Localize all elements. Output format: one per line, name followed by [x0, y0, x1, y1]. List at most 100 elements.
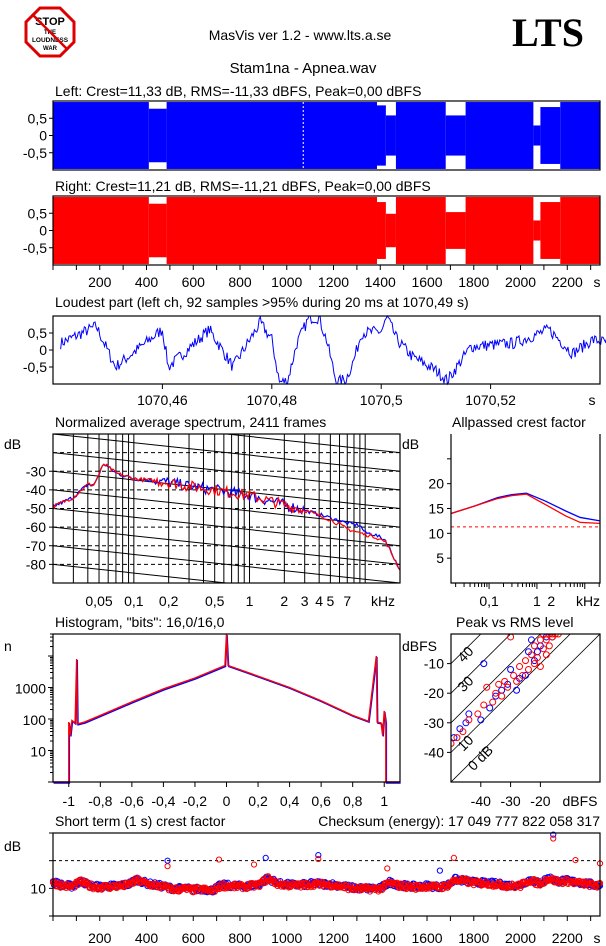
right-point	[536, 636, 544, 644]
crest-line	[451, 634, 600, 782]
y-tick-label: 0	[39, 128, 47, 144]
right-crest-point	[259, 879, 266, 886]
right-crest-point	[310, 883, 317, 890]
x-tick-label: 7	[343, 593, 351, 609]
brand-logo: LTS	[512, 10, 584, 55]
x-tick-label: 1800	[458, 274, 489, 290]
x-tick-label: 2000	[505, 274, 536, 290]
waveform-segment	[445, 212, 466, 249]
right-point	[507, 634, 515, 641]
right-point	[465, 716, 473, 724]
left-crest-point	[262, 854, 269, 862]
x-tick-label: 0,8	[343, 793, 363, 809]
x-tick-label: 0,1	[124, 593, 144, 609]
waveform-segment	[560, 197, 600, 264]
waveform-segment	[540, 107, 561, 164]
crest-line	[451, 634, 512, 694]
crest-line	[451, 634, 541, 724]
y-tick-label: -60	[26, 519, 46, 535]
x-tick-label: 1200	[318, 274, 349, 290]
right-crest-point	[114, 884, 121, 891]
left-crest-point	[436, 867, 443, 874]
crest-line	[451, 634, 482, 664]
waveform-segment	[445, 115, 466, 156]
right-point	[536, 663, 544, 671]
x-tick-label: 3	[301, 593, 309, 609]
slope-line	[53, 360, 400, 397]
x-tick-label: 1	[246, 593, 254, 609]
slope-line	[53, 452, 400, 491]
x-tick-label: 800	[228, 274, 252, 290]
waveform-segment	[533, 125, 541, 146]
waveform-segment	[148, 108, 167, 163]
left-channel-stats: Left: Crest=11,33 dB, RMS=-11,33 dBFS, P…	[55, 83, 421, 99]
x-tick-label: 0,2	[159, 593, 179, 609]
right-crest-point	[253, 883, 260, 890]
right-point	[530, 660, 538, 668]
right-point	[530, 642, 538, 650]
allpass-title: Allpassed crest factor	[452, 414, 586, 430]
right-point	[545, 642, 553, 650]
right-crest-point	[534, 882, 541, 889]
right-point	[516, 663, 524, 671]
y-unit-label: dB	[4, 436, 21, 452]
x-tick-label: 2000	[505, 930, 536, 946]
waveform-segment	[540, 202, 561, 259]
y-tick-label: -50	[26, 501, 46, 517]
left-point	[480, 660, 488, 668]
waveform-segment	[376, 105, 386, 166]
x-tick-label: 1000	[271, 930, 302, 946]
right-crest-point	[409, 885, 417, 892]
y-tick-label: -10	[424, 656, 444, 672]
checksum: Checksum (energy): 17 049 777 822 058 31…	[318, 813, 600, 829]
y-tick-label: 0,5	[28, 205, 48, 221]
histogram-title: Histogram, "bits": 16,0/16,0	[55, 614, 225, 630]
left-spectrum-line	[53, 463, 400, 571]
x-tick-label: 1000	[271, 274, 302, 290]
spectrum-plot: dB -30 -40 -50 -60 -70 -80 0,05 0,1 0,2 0,5 1 2 3 4 5 7 k…	[4, 360, 401, 609]
x-tick-label: 0,5	[205, 593, 225, 609]
short-term-crest-plot: dB 10 200 400 600 800 1000 1200 1400 1600 1800 2000…	[4, 831, 604, 946]
y-tick-label: -80	[26, 556, 46, 572]
x-tick-label: 1400	[365, 930, 396, 946]
x-tick-label: 1070,46	[137, 392, 188, 408]
right-point	[495, 680, 503, 688]
right-point	[524, 666, 532, 674]
left-waveform-plot: 0,5 0-0,5	[23, 100, 601, 171]
right-point	[459, 728, 467, 736]
right-allpass-line	[450, 493, 601, 525]
x-tick-label: 4	[315, 593, 323, 609]
stop-loudness-war-logo: STOP THE LOUDNESS WAR	[24, 6, 76, 58]
y-tick-label: -0,5	[23, 145, 47, 161]
right-point	[548, 634, 556, 638]
y-tick-label: -0,5	[23, 359, 47, 375]
right-crest-point	[550, 835, 557, 842]
right-crest-point	[572, 857, 579, 864]
left-point	[486, 704, 494, 712]
left-point	[522, 671, 529, 679]
right-point	[483, 683, 491, 691]
y-tick-label: -40	[424, 744, 444, 760]
slope-line	[53, 563, 232, 583]
x-tick-label: -0,8	[88, 793, 112, 809]
right-crest-point	[149, 880, 156, 888]
y-tick-label: 0	[39, 342, 47, 358]
crest-line-label: 40	[454, 643, 476, 665]
right-point	[554, 634, 562, 638]
y-tick-label: 0	[39, 223, 47, 239]
y-tick-label: -30	[424, 715, 444, 731]
right-point	[510, 671, 518, 679]
right-point	[522, 657, 529, 665]
x-tick-label: 1	[380, 793, 388, 809]
right-crest-point	[315, 855, 322, 863]
y-tick-label: 10	[30, 880, 46, 896]
waveform-segment	[166, 197, 377, 264]
slope-line	[221, 434, 400, 454]
waveform-segment	[533, 220, 541, 241]
right-point	[542, 651, 550, 659]
right-point	[453, 734, 461, 742]
waveform-segment	[385, 213, 396, 248]
right-crest-point	[215, 856, 223, 863]
right-point	[539, 645, 547, 653]
x-tick-label: -1	[63, 793, 76, 809]
